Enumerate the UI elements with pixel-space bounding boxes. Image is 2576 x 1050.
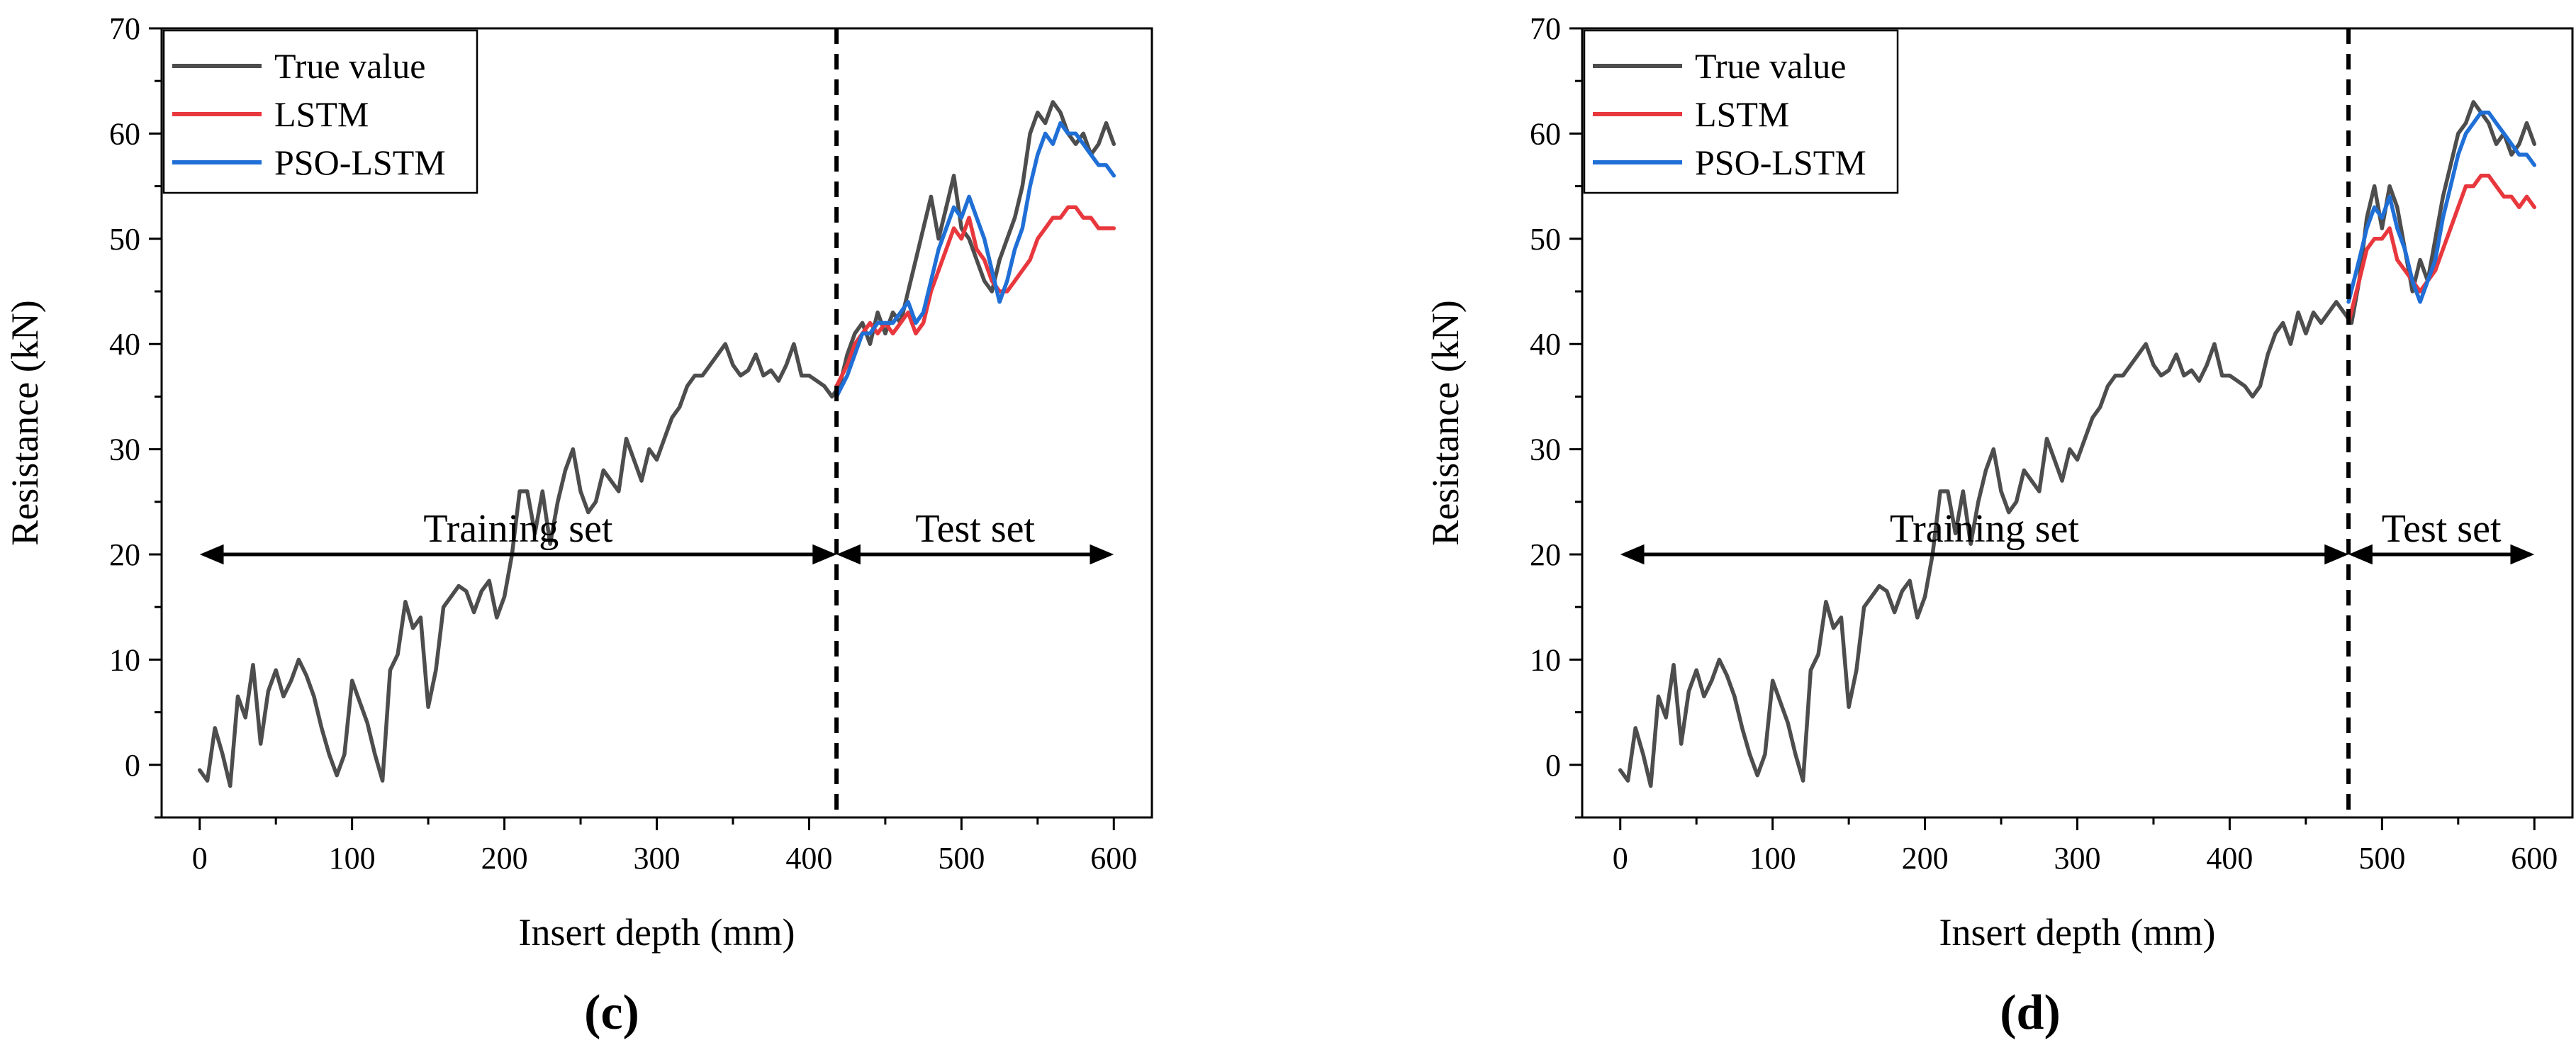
- chart1: 0 100 200 300 400 500 600 0 10 20 30 40 50 60 70 Insert…: [1424, 11, 2574, 1040]
- chart1-annotation-arrow-training: [1620, 544, 2349, 565]
- chart0-xtick-label: 100: [329, 841, 376, 876]
- chart1-annotation-training-set: Training set: [1890, 507, 2080, 551]
- chart1-series-true-value-line: [1618, 100, 2537, 788]
- chart1-arrow-head-right: [2324, 544, 2349, 565]
- chart0-annotation-training-set: Training set: [423, 507, 613, 551]
- chart0-series-lstm-line: [834, 205, 1116, 389]
- chart1-series-pso-lstm-line: [2346, 110, 2537, 304]
- chart1-ytick-label: 30: [1530, 432, 1561, 467]
- chart0-y-axis-label: Resistance (kN): [4, 300, 46, 545]
- chart1-xtick-label: 200: [1902, 841, 1949, 876]
- chart1-legend-label: True value: [1695, 46, 1846, 86]
- chart0-ytick-label: 60: [109, 116, 140, 151]
- chart0-ytick-label: 50: [109, 222, 140, 257]
- chart1-ytick-label: 50: [1530, 222, 1561, 257]
- chart1-arrow-head-right: [2510, 544, 2535, 565]
- chart0-xtick-label: 200: [481, 841, 528, 876]
- chart1-xtick-label: 100: [1749, 841, 1796, 876]
- chart1-ytick-label: 60: [1530, 116, 1561, 151]
- chart0-xtick-label: 0: [192, 841, 208, 876]
- chart1-x-axis-label: Insert depth (mm): [1939, 911, 2216, 954]
- chart1-legend: True value LSTM PSO-LSTM: [1583, 29, 1899, 194]
- chart0-ytick-label: 30: [109, 432, 140, 467]
- chart0-x-axis-label: Insert depth (mm): [519, 911, 795, 954]
- chart0-legend-box: [162, 29, 478, 194]
- chart0: 0 100 200 300 400 500 600 0 10 20 30 40 50 60 70 Insert…: [4, 11, 1153, 1040]
- chart0-ytick-label: 40: [109, 327, 140, 362]
- chart1-xtick-label: 600: [2511, 841, 2558, 876]
- chart0-ytick-label: 10: [109, 642, 140, 677]
- chart1-annotation-arrow-test: [2348, 544, 2535, 565]
- chart1-arrow-head-left: [2348, 544, 2373, 565]
- chart0-ytick-label: 70: [109, 11, 140, 46]
- chart1-panel-label: (d): [2000, 985, 2061, 1040]
- chart1-series-lstm-line: [2346, 174, 2537, 325]
- chart0-annotation-arrow-training: [199, 544, 837, 565]
- chart0-series-true-value-line: [197, 100, 1116, 788]
- chart1-legend-label: LSTM: [1695, 94, 1789, 134]
- chart1-ytick-label: 10: [1530, 642, 1561, 677]
- chart1-xtick-label: 400: [2206, 841, 2253, 876]
- chart1-ytick-label: 0: [1545, 748, 1561, 783]
- chart0-annotation-arrow-test: [836, 544, 1114, 565]
- chart0-legend-label: True value: [274, 46, 425, 86]
- chart0-data-area: [197, 100, 1116, 788]
- chart0-arrow-head-left: [199, 544, 224, 565]
- chart1-ytick-label: 70: [1530, 11, 1561, 46]
- chart1-xtick-label: 0: [1613, 841, 1628, 876]
- chart0-xtick-label: 300: [634, 841, 681, 876]
- chart0-series-pso-lstm-line: [834, 121, 1116, 399]
- chart1-annotation-test-set: Test set: [2382, 507, 2502, 551]
- chart1-legend-box: [1583, 29, 1899, 194]
- chart1-ytick-label: 40: [1530, 327, 1561, 362]
- chart1-ytick-label: 20: [1530, 537, 1561, 572]
- chart1-arrow-head-left: [1620, 544, 1645, 565]
- chart1-y-axis-label: Resistance (kN): [1424, 300, 1467, 545]
- chart0-panel-label: (c): [584, 985, 639, 1040]
- chart0-legend-label: PSO-LSTM: [274, 143, 446, 182]
- chart0-arrow-head-right: [812, 544, 837, 565]
- chart0-arrow-head-left: [836, 544, 861, 565]
- chart1-xtick-label: 300: [2054, 841, 2101, 876]
- chart0-arrow-head-right: [1090, 544, 1114, 565]
- chart0-ytick-label: 20: [109, 537, 140, 572]
- chart1-data-area: [1618, 100, 2537, 788]
- chart0-ytick-label: 0: [125, 748, 140, 783]
- chart1-xtick-label: 500: [2358, 841, 2405, 876]
- chart0-legend-label: LSTM: [274, 94, 369, 134]
- chart0-xtick-label: 500: [938, 841, 985, 876]
- chart0-legend: True value LSTM PSO-LSTM: [162, 29, 478, 194]
- chart1-legend-label: PSO-LSTM: [1695, 143, 1866, 182]
- chart0-annotation-test-set: Test set: [915, 507, 1035, 551]
- chart0-xtick-label: 400: [785, 841, 832, 876]
- chart0-xtick-label: 600: [1090, 841, 1137, 876]
